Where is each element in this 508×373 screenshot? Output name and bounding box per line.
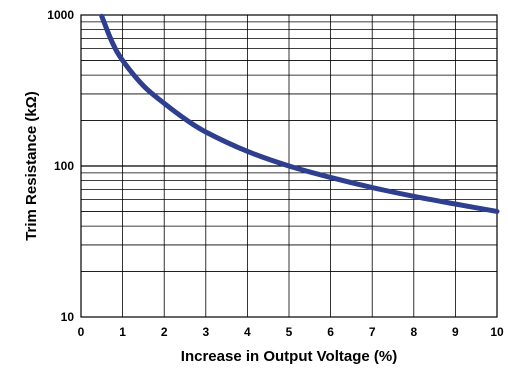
y-tick-label: 100 bbox=[54, 159, 74, 173]
x-tick-label: 10 bbox=[490, 325, 504, 339]
y-tick-label: 10 bbox=[61, 310, 75, 324]
series-line bbox=[99, 13, 500, 214]
x-tick-label: 7 bbox=[369, 325, 376, 339]
x-tick-label: 5 bbox=[286, 325, 293, 339]
x-axis-title: Increase in Output Voltage (%) bbox=[181, 348, 397, 365]
x-tick-label: 8 bbox=[410, 325, 417, 339]
x-tick-label: 4 bbox=[244, 325, 251, 339]
y-tick-label: 1000 bbox=[47, 8, 74, 22]
x-tick-label: 9 bbox=[452, 325, 459, 339]
x-tick-labels: 0 1 2 3 4 5 6 7 8 9 10 bbox=[78, 325, 504, 339]
x-tick-label: 1 bbox=[119, 325, 126, 339]
x-tick-label: 3 bbox=[202, 325, 209, 339]
y-axis-title: Trim Resistance (kΩ) bbox=[23, 91, 40, 241]
y-tick-labels: 10 100 1000 bbox=[47, 8, 74, 324]
x-tick-label: 2 bbox=[161, 325, 168, 339]
plot-frame bbox=[80, 14, 498, 318]
x-tick-label: 6 bbox=[327, 325, 334, 339]
x-tick-label: 0 bbox=[78, 325, 85, 339]
